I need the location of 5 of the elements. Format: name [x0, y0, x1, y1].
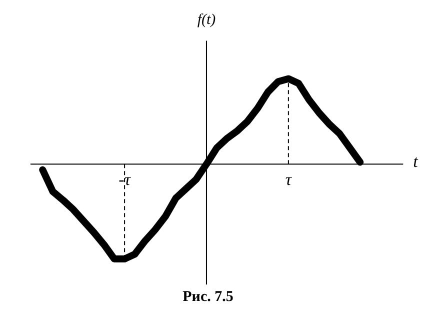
x-tick-label: τ — [285, 170, 292, 190]
y-axis-title: f(t) — [197, 12, 216, 28]
x-tick-label: -τ — [118, 170, 132, 190]
x-axis-title: t — [413, 152, 420, 172]
text: Рис. 7.5 — [182, 289, 234, 305]
